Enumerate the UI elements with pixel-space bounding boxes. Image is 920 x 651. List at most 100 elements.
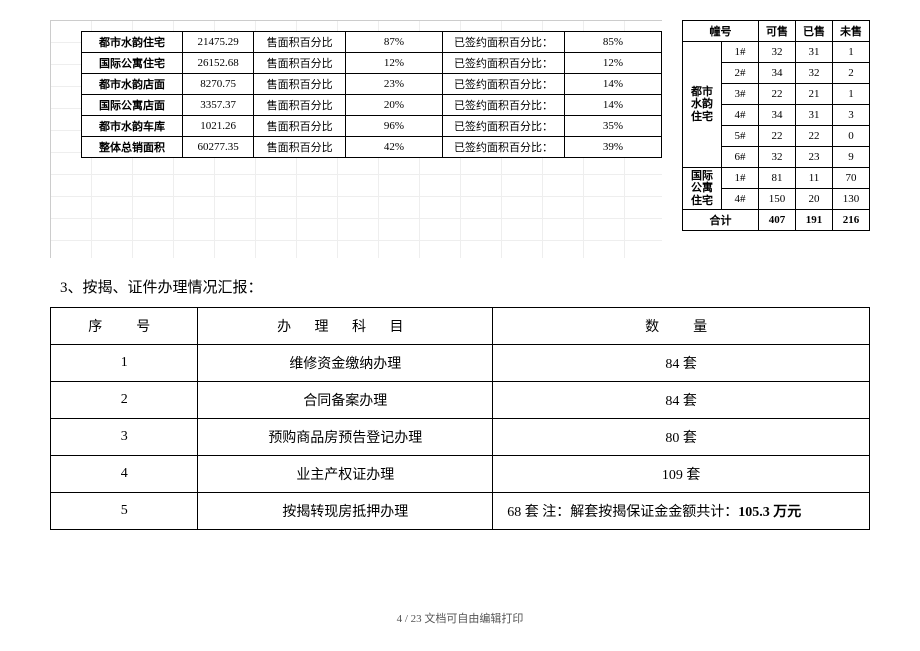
sales-area: 21475.29 <box>182 32 253 53</box>
sales-area: 1021.26 <box>182 116 253 137</box>
sales-signed: 35% <box>565 116 662 137</box>
sales-signed: 39% <box>565 137 662 158</box>
units-b: 6# <box>722 147 759 168</box>
units-total-row: 合计407191216 <box>683 210 870 231</box>
sales-name: 都市水韵店面 <box>82 74 183 95</box>
units-s: 23 <box>796 147 833 168</box>
units-a: 32 <box>759 42 796 63</box>
handling-no: 2 <box>51 382 198 419</box>
handling-no: 5 <box>51 493 198 530</box>
units-a: 150 <box>759 189 796 210</box>
sales-pct: 23% <box>346 74 443 95</box>
units-b: 1# <box>722 168 759 189</box>
sales-pct: 42% <box>346 137 443 158</box>
units-s: 11 <box>796 168 833 189</box>
units-u: 70 <box>833 168 870 189</box>
handling-row: 4业主产权证办理109 套 <box>51 456 870 493</box>
units-row: 国际公寓住宅1#811170 <box>683 168 870 189</box>
sales-lab2: 已签约面积百分比： <box>442 137 564 158</box>
units-b: 3# <box>722 84 759 105</box>
units-total-a: 407 <box>759 210 796 231</box>
handling-qty: 84 套 <box>493 382 870 419</box>
units-s: 21 <box>796 84 833 105</box>
units-total-label: 合计 <box>683 210 759 231</box>
sales-name: 都市水韵住宅 <box>82 32 183 53</box>
sales-signed: 14% <box>565 74 662 95</box>
units-u: 1 <box>833 42 870 63</box>
handling-item: 预购商品房预告登记办理 <box>198 419 493 456</box>
units-row: 都市水韵住宅1#32311 <box>683 42 870 63</box>
sales-row: 整体总销面积60277.35售面积百分比42%已签约面积百分比：39% <box>82 137 662 158</box>
units-a: 81 <box>759 168 796 189</box>
sales-signed: 12% <box>565 53 662 74</box>
units-b: 4# <box>722 105 759 126</box>
sales-name: 国际公寓住宅 <box>82 53 183 74</box>
sales-table: 都市水韵住宅21475.29售面积百分比87%已签约面积百分比：85%国际公寓住… <box>81 31 662 158</box>
sales-pct: 12% <box>346 53 443 74</box>
sales-row: 都市水韵店面8270.75售面积百分比23%已签约面积百分比：14% <box>82 74 662 95</box>
sales-area: 26152.68 <box>182 53 253 74</box>
units-group: 国际公寓住宅 <box>683 168 722 210</box>
sales-lab1: 售面积百分比 <box>254 95 346 116</box>
units-s: 20 <box>796 189 833 210</box>
handling-row: 3预购商品房预告登记办理80 套 <box>51 419 870 456</box>
sales-lab1: 售面积百分比 <box>254 116 346 137</box>
sales-row: 都市水韵车库1021.26售面积百分比96%已签约面积百分比：35% <box>82 116 662 137</box>
handling-row: 1维修资金缴纳办理84 套 <box>51 345 870 382</box>
sales-pct: 87% <box>346 32 443 53</box>
units-h-unsold: 未售 <box>833 21 870 42</box>
handling-row: 5按揭转现房抵押办理68 套 注：解套按揭保证金金额共计：105.3 万元 <box>51 493 870 530</box>
units-a: 32 <box>759 147 796 168</box>
sales-lab2: 已签约面积百分比： <box>442 74 564 95</box>
units-a: 34 <box>759 105 796 126</box>
sales-name: 整体总销面积 <box>82 137 183 158</box>
handling-qty: 80 套 <box>493 419 870 456</box>
sales-signed: 14% <box>565 95 662 116</box>
sales-lab2: 已签约面积百分比： <box>442 32 564 53</box>
units-a: 22 <box>759 126 796 147</box>
sales-lab2: 已签约面积百分比： <box>442 95 564 116</box>
sales-lab1: 售面积百分比 <box>254 32 346 53</box>
units-u: 130 <box>833 189 870 210</box>
units-u: 0 <box>833 126 870 147</box>
h-th-qty: 数 量 <box>493 308 870 345</box>
handling-qty-note: 68 套 注：解套按揭保证金金额共计：105.3 万元 <box>493 493 870 530</box>
units-a: 34 <box>759 63 796 84</box>
sales-pct: 20% <box>346 95 443 116</box>
units-s: 31 <box>796 42 833 63</box>
units-h-avail: 可售 <box>759 21 796 42</box>
handling-row: 2合同备案办理84 套 <box>51 382 870 419</box>
units-u: 1 <box>833 84 870 105</box>
sales-area: 8270.75 <box>182 74 253 95</box>
units-b: 2# <box>722 63 759 84</box>
sales-row: 国际公寓住宅26152.68售面积百分比12%已签约面积百分比：12% <box>82 53 662 74</box>
units-b: 1# <box>722 42 759 63</box>
sales-lab1: 售面积百分比 <box>254 137 346 158</box>
section3-title: 3、按揭、证件办理情况汇报： <box>60 276 870 297</box>
sales-signed: 85% <box>565 32 662 53</box>
sales-row: 都市水韵住宅21475.29售面积百分比87%已签约面积百分比：85% <box>82 32 662 53</box>
sales-lab2: 已签约面积百分比： <box>442 53 564 74</box>
sales-spreadsheet: 都市水韵住宅21475.29售面积百分比87%已签约面积百分比：85%国际公寓住… <box>50 20 662 258</box>
units-table: 幢号 可售 已售 未售 都市水韵住宅1#323112#343223#222114… <box>682 20 870 231</box>
h-th-no: 序 号 <box>51 308 198 345</box>
sales-name: 国际公寓店面 <box>82 95 183 116</box>
handling-qty: 84 套 <box>493 345 870 382</box>
units-group: 都市水韵住宅 <box>683 42 722 168</box>
units-u: 3 <box>833 105 870 126</box>
units-u: 9 <box>833 147 870 168</box>
handling-item: 维修资金缴纳办理 <box>198 345 493 382</box>
units-h-building: 幢号 <box>683 21 759 42</box>
units-h-sold: 已售 <box>796 21 833 42</box>
handling-no: 1 <box>51 345 198 382</box>
units-s: 22 <box>796 126 833 147</box>
sales-pct: 96% <box>346 116 443 137</box>
sales-area: 60277.35 <box>182 137 253 158</box>
handling-no: 3 <box>51 419 198 456</box>
handling-item: 按揭转现房抵押办理 <box>198 493 493 530</box>
handling-item: 合同备案办理 <box>198 382 493 419</box>
units-s: 32 <box>796 63 833 84</box>
sales-lab1: 售面积百分比 <box>254 53 346 74</box>
sales-row: 国际公寓店面3357.37售面积百分比20%已签约面积百分比：14% <box>82 95 662 116</box>
sales-area: 3357.37 <box>182 95 253 116</box>
